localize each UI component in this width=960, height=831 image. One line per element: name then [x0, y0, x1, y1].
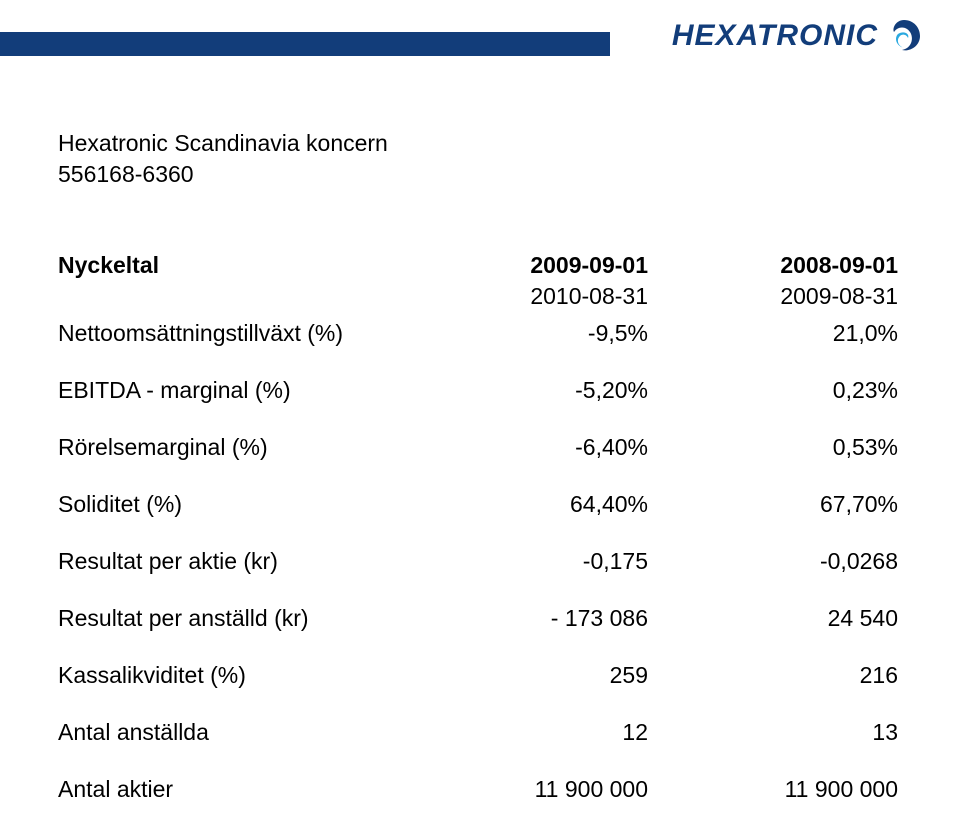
row-value-period-2: 24 540: [660, 603, 898, 634]
row-value-period-2: -0,0268: [660, 546, 898, 577]
row-value-period-2: 11 900 000: [660, 774, 898, 805]
row-value-period-1: - 173 086: [398, 603, 660, 634]
header-period-2: 2008-09-01 2009-08-31: [660, 250, 898, 312]
row-label: Nettoomsättningstillväxt (%): [58, 318, 398, 349]
row-value-period-2: 13: [660, 717, 898, 748]
table-row: Nettoomsättningstillväxt (%)-9,5%21,0%: [58, 318, 898, 349]
table-row: Antal aktier11 900 00011 900 000: [58, 774, 898, 805]
table-row: Rörelsemarginal (%)-6,40%0,53%: [58, 432, 898, 463]
company-orgnr: 556168-6360: [58, 159, 388, 190]
row-label: Antal anställda: [58, 717, 398, 748]
period1-start: 2009-09-01: [398, 250, 648, 281]
row-value-period-1: -9,5%: [398, 318, 660, 349]
table-header-row: Nyckeltal 2009-09-01 2010-08-31 2008-09-…: [58, 250, 898, 312]
row-label: Rörelsemarginal (%): [58, 432, 398, 463]
row-value-period-1: -5,20%: [398, 375, 660, 406]
row-label: Resultat per anställd (kr): [58, 603, 398, 634]
row-label: EBITDA - marginal (%): [58, 375, 398, 406]
row-value-period-1: 11 900 000: [398, 774, 660, 805]
row-value-period-1: 64,40%: [398, 489, 660, 520]
company-name: Hexatronic Scandinavia koncern: [58, 128, 388, 159]
table-row: Kassalikviditet (%)259216: [58, 660, 898, 691]
table-row: Resultat per aktie (kr)-0,175-0,0268: [58, 546, 898, 577]
header-bar: [0, 32, 610, 56]
table-row: Antal anställda1213: [58, 717, 898, 748]
key-figures-table: Nyckeltal 2009-09-01 2010-08-31 2008-09-…: [58, 250, 898, 806]
row-value-period-2: 0,53%: [660, 432, 898, 463]
period2-start: 2008-09-01: [660, 250, 898, 281]
row-value-period-1: -0,175: [398, 546, 660, 577]
brand-name: HEXATRONIC: [672, 19, 878, 53]
row-label: Resultat per aktie (kr): [58, 546, 398, 577]
row-label: Kassalikviditet (%): [58, 660, 398, 691]
row-value-period-2: 67,70%: [660, 489, 898, 520]
row-value-period-2: 21,0%: [660, 318, 898, 349]
brand-logo: HEXATRONIC: [672, 16, 924, 56]
table-row: EBITDA - marginal (%)-5,20%0,23%: [58, 375, 898, 406]
document-page: HEXATRONIC Hexatronic Scandinavia koncer…: [0, 0, 960, 831]
swirl-icon: [884, 16, 924, 56]
row-value-period-1: 12: [398, 717, 660, 748]
row-value-period-1: -6,40%: [398, 432, 660, 463]
company-block: Hexatronic Scandinavia koncern 556168-63…: [58, 128, 388, 190]
period1-end: 2010-08-31: [398, 281, 648, 312]
period2-end: 2009-08-31: [660, 281, 898, 312]
row-label: Soliditet (%): [58, 489, 398, 520]
row-value-period-2: 0,23%: [660, 375, 898, 406]
header-label: Nyckeltal: [58, 250, 398, 281]
row-value-period-1: 259: [398, 660, 660, 691]
row-label: Antal aktier: [58, 774, 398, 805]
table-row: Soliditet (%)64,40%67,70%: [58, 489, 898, 520]
header-period-1: 2009-09-01 2010-08-31: [398, 250, 660, 312]
table-row: Resultat per anställd (kr)- 173 08624 54…: [58, 603, 898, 634]
row-value-period-2: 216: [660, 660, 898, 691]
